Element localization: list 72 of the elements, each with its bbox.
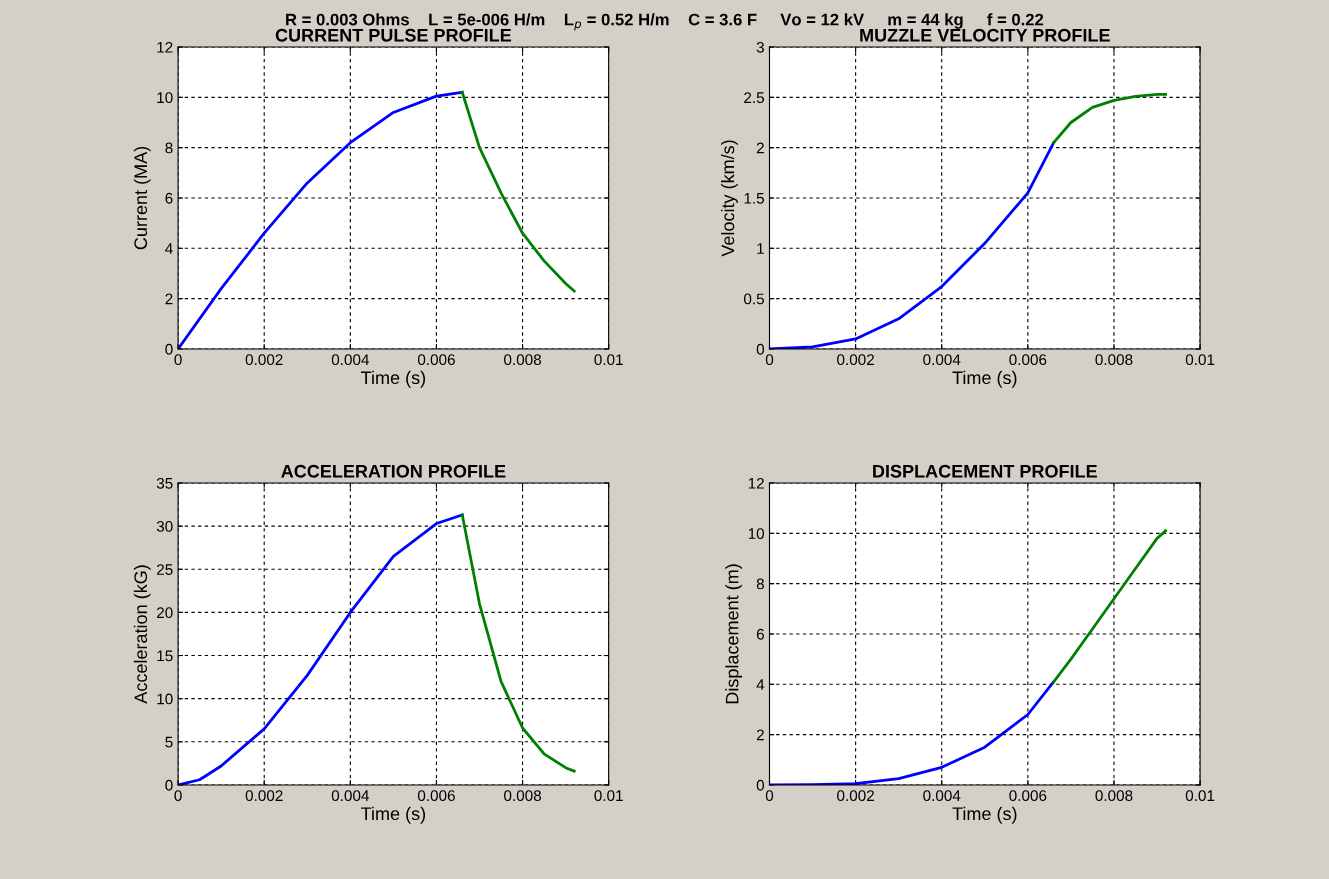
chart-title: CURRENT PULSE PROFILE <box>275 28 512 42</box>
chart-title: DISPLACEMENT PROFILE <box>873 464 1097 478</box>
y-tick-label: 8 <box>165 142 173 154</box>
y-tick-label: 5 <box>165 736 173 748</box>
y-axis-title: Displacement (m) <box>725 564 743 704</box>
y-tick-label: 2 <box>165 293 173 305</box>
line-series <box>1052 92 1168 145</box>
line-series <box>1052 529 1168 684</box>
y-tick-label: 0.5 <box>743 293 764 305</box>
x-tick-label: 0.004 <box>923 354 961 366</box>
y-tick-label: 25 <box>157 564 173 575</box>
y-tick-label: 1 <box>757 243 764 254</box>
y-tick-label: 30 <box>156 521 173 532</box>
y-tick-label: 12 <box>157 41 173 53</box>
y-tick-label: 2 <box>756 142 764 154</box>
chart-title: MUZZLE VELOCITY PROFILE <box>860 28 1110 42</box>
y-tick-label: 0 <box>756 343 765 355</box>
x-tick-label: 0.002 <box>837 354 874 366</box>
y-tick-label: 2.5 <box>744 92 764 104</box>
x-tick-label: 0.006 <box>417 790 455 802</box>
x-tick-label: 0.006 <box>417 354 455 366</box>
y-tick-label: 4 <box>165 243 173 254</box>
line-series <box>460 513 576 773</box>
x-tick-label: 0.01 <box>1185 354 1215 366</box>
x-tick-label: 0.01 <box>1185 790 1215 802</box>
y-tick-label: 35 <box>156 477 173 489</box>
chart-title: ACCELERATION PROFILE <box>281 464 506 478</box>
y-axis-title: Current (MA) <box>133 146 151 250</box>
y-tick-label: 15 <box>157 650 173 662</box>
x-axis-title: Time (s) <box>361 370 426 388</box>
x-tick-label: 0.004 <box>923 790 961 802</box>
y-tick-label: 1.5 <box>744 193 764 204</box>
y-tick-label: 6 <box>756 628 764 640</box>
y-axis-title: Velocity (km/s) <box>721 140 738 257</box>
y-tick-label: 12 <box>748 477 764 489</box>
y-axis-title: Acceleration (kG) <box>133 565 151 704</box>
x-tick-label: 0.008 <box>1095 790 1133 802</box>
y-tick-label: 0 <box>756 779 765 791</box>
x-tick-label: 0.008 <box>504 354 542 366</box>
line-series <box>178 513 464 785</box>
x-tick-label: 0.008 <box>504 790 542 802</box>
y-tick-label: 4 <box>756 679 765 690</box>
y-tick-label: 10 <box>157 693 173 705</box>
x-tick-label: 0.002 <box>245 354 283 366</box>
y-tick-label: 2 <box>756 729 764 741</box>
y-tick-label: 6 <box>165 192 173 204</box>
y-tick-label: 8 <box>756 578 764 590</box>
x-tick-label: 0 <box>174 354 182 366</box>
x-axis-title: Time (s) <box>952 370 1017 388</box>
line-series <box>178 90 464 349</box>
x-tick-label: 0.006 <box>1009 790 1047 802</box>
x-tick-label: 0.008 <box>1095 354 1133 366</box>
line-series <box>460 90 576 293</box>
y-tick-label: 0 <box>165 779 173 791</box>
x-tick-label: 0.006 <box>1009 354 1047 366</box>
x-axis-title: Time (s) <box>952 806 1017 824</box>
y-tick-label: 10 <box>748 528 765 540</box>
x-tick-label: 0.002 <box>245 790 283 802</box>
x-tick-label: 0.004 <box>331 790 369 802</box>
line-series <box>769 141 1056 349</box>
x-tick-label: 0.01 <box>594 790 623 802</box>
y-tick-label: 10 <box>157 92 173 104</box>
y-tick-label: 3 <box>756 41 764 53</box>
y-tick-label: 20 <box>157 607 173 619</box>
x-tick-label: 0.002 <box>837 790 874 802</box>
x-tick-label: 0 <box>765 354 774 366</box>
x-tick-label: 0 <box>174 790 182 802</box>
x-tick-label: 0.004 <box>331 354 369 366</box>
x-tick-label: 0 <box>765 790 774 802</box>
x-tick-label: 0.01 <box>594 354 623 366</box>
y-tick-label: 0 <box>165 343 173 355</box>
x-axis-title: Time (s) <box>361 806 426 824</box>
